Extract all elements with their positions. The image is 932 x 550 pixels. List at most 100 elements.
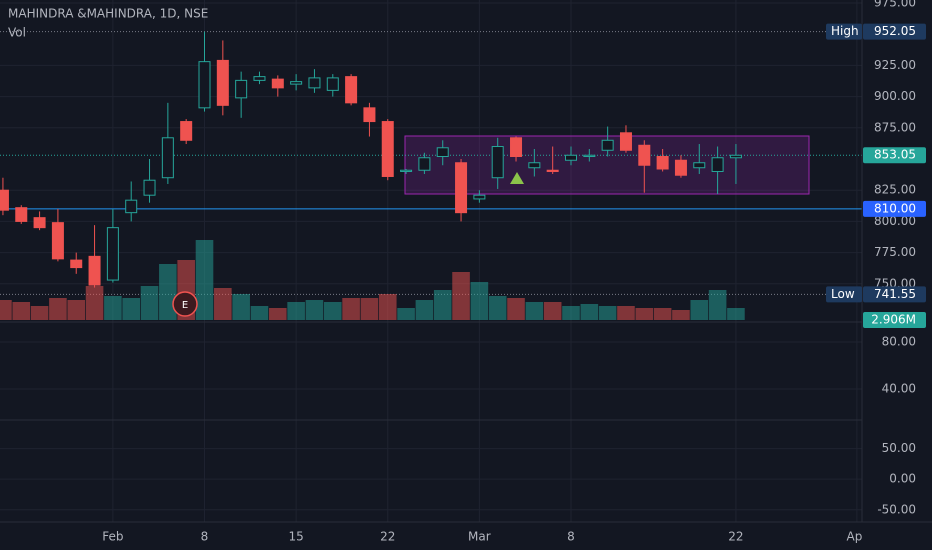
volume-bar — [360, 298, 379, 320]
earnings-marker: E — [172, 291, 198, 317]
price-line-name: High — [831, 24, 859, 38]
volume-bar — [470, 282, 489, 320]
candle-body — [271, 78, 284, 89]
y-tick-label: 775.00 — [874, 245, 916, 259]
volume-bar — [287, 302, 305, 320]
candle-body — [711, 157, 724, 172]
price-badge — [863, 286, 926, 303]
price-badge — [863, 200, 926, 217]
volume-bar — [598, 306, 617, 320]
price-badge-label: 741.55 — [874, 287, 916, 301]
y-tick-label: 925.00 — [874, 58, 916, 72]
x-tick-label: Apr — [846, 530, 867, 544]
x-tick-label: 8 — [201, 530, 209, 544]
candle-body — [473, 194, 486, 200]
y-tick-label: -50.00 — [877, 502, 916, 516]
price-badge — [863, 23, 926, 40]
y-tick-label: 50.00 — [882, 441, 916, 455]
candle-body — [253, 76, 266, 81]
volume-bar — [12, 302, 31, 320]
price-axis — [862, 0, 932, 550]
candle-body — [290, 81, 303, 85]
y-tick-label: 800.00 — [874, 214, 916, 228]
volume-bar — [452, 272, 470, 320]
volume-bar — [85, 286, 104, 320]
volume-bar — [415, 300, 434, 320]
price-badge-label: 810.00 — [874, 201, 916, 215]
volume-bar — [433, 290, 452, 320]
signal-triangle — [510, 172, 524, 184]
candle-body — [619, 132, 632, 151]
y-tick-label: 80.00 — [882, 334, 916, 348]
volume-bar — [617, 306, 635, 320]
volume-bar — [690, 300, 709, 320]
candle-body — [455, 162, 468, 214]
y-tick-label: 900.00 — [874, 89, 916, 103]
volume-bar — [195, 240, 214, 320]
candle-body — [161, 137, 174, 179]
volume-bar — [488, 296, 507, 320]
candle-body — [381, 121, 394, 177]
candle-body — [601, 139, 614, 151]
candle-body — [216, 59, 229, 106]
candle-body — [418, 157, 431, 171]
volume-bar — [342, 298, 360, 320]
candle-body — [198, 61, 211, 109]
volume-badge-label: 2.906M — [871, 312, 916, 326]
axis-labels: Feb 8 15 22 Mar 8 22 Apr 975.00 925.00 900.00 875.0… — [102, 0, 926, 544]
price-lines — [0, 31, 862, 295]
volume-bar — [104, 296, 122, 320]
volume-bar — [727, 307, 745, 320]
price-line-tag — [826, 286, 862, 303]
candle-body — [0, 189, 9, 211]
volume-bar — [562, 306, 580, 320]
candle-body — [693, 162, 706, 169]
volume-bar — [214, 288, 232, 320]
candle-body — [326, 77, 339, 91]
candle-body — [235, 79, 248, 99]
volume-bar — [232, 294, 250, 320]
volume-bar — [140, 286, 159, 320]
candle-body — [88, 255, 101, 286]
candle-body — [106, 227, 119, 281]
candle-body — [400, 169, 413, 172]
range-rectangle — [404, 135, 810, 195]
volume-bar — [580, 304, 599, 320]
volume-legend: Vol — [8, 26, 26, 40]
volume-bar — [30, 306, 49, 320]
candle-body — [363, 107, 376, 123]
volume-bar — [159, 264, 177, 320]
price-badge-label: 952.05 — [874, 24, 916, 38]
volume-bar — [635, 308, 654, 320]
y-tick-label: 975.00 — [874, 0, 916, 9]
x-tick-label: Mar — [468, 530, 491, 544]
y-tick-label: 825.00 — [874, 183, 916, 197]
volume-bar — [305, 300, 324, 320]
volume-bar — [397, 308, 415, 320]
y-tick-label: 40.00 — [882, 381, 916, 395]
volume-bar — [543, 302, 562, 320]
volume-bar — [122, 298, 141, 320]
volume-bar — [525, 302, 544, 320]
candle-body — [345, 76, 358, 104]
price-badge-label: 853.05 — [874, 148, 916, 162]
y-tick-label: 875.00 — [874, 120, 916, 134]
candle-body — [180, 121, 193, 141]
candles — [0, 31, 742, 288]
candle-body — [70, 259, 83, 269]
candle-body — [33, 217, 46, 229]
candle-body — [125, 199, 138, 214]
candle-body — [491, 146, 504, 179]
x-tick-label: Feb — [102, 530, 123, 544]
candle-body — [656, 156, 669, 170]
volume-bar — [67, 300, 86, 320]
price-line-name: Low — [831, 287, 855, 301]
chart-title: MAHINDRA &MAHINDRA, 1D, NSE — [8, 7, 208, 21]
candle-body — [308, 77, 321, 89]
earnings-circle — [172, 291, 198, 317]
candle-body — [528, 162, 541, 169]
volume-bar — [507, 298, 525, 320]
candle-body — [546, 169, 559, 172]
candle-body — [143, 179, 156, 196]
